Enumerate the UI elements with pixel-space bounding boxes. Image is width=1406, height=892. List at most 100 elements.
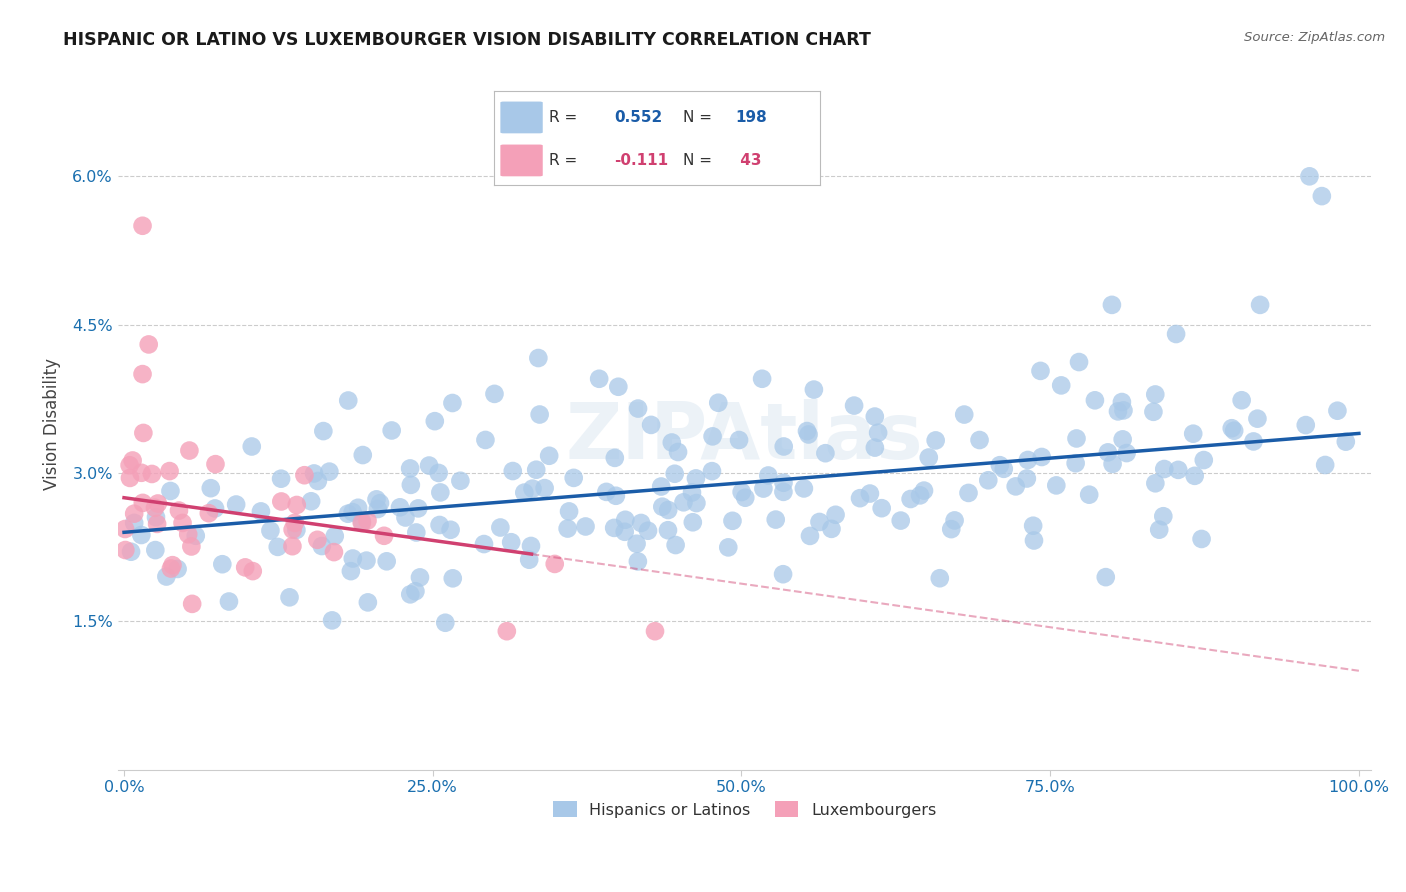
Point (538, 449, 561, 463)
Point (1115, 446, 1137, 460)
Point (352, 448, 374, 462)
Point (267, 540, 290, 554)
Point (603, 450, 626, 465)
Point (1191, 532, 1213, 546)
Point (225, 498, 247, 512)
Point (356, 553, 378, 567)
Point (756, 468, 779, 483)
Point (529, 408, 551, 422)
Point (1101, 457, 1123, 471)
Point (644, 624, 666, 639)
Point (558, 504, 581, 518)
Point (702, 429, 724, 443)
Point (484, 387, 506, 401)
Point (356, 514, 378, 528)
Point (429, 518, 451, 533)
Point (859, 486, 882, 500)
Point (146, 496, 169, 510)
Point (588, 372, 610, 386)
Point (943, 513, 966, 527)
Point (1249, 298, 1271, 312)
Point (605, 489, 627, 503)
Point (890, 514, 912, 528)
Point (388, 500, 411, 515)
Point (1152, 509, 1174, 524)
Point (409, 570, 432, 584)
Point (418, 458, 440, 473)
Point (772, 484, 794, 499)
Point (368, 496, 391, 510)
Point (472, 537, 495, 551)
Point (793, 482, 815, 496)
Text: ZIPAtlas: ZIPAtlas (565, 400, 924, 475)
Point (160, 561, 183, 575)
Point (803, 383, 825, 397)
Point (640, 417, 662, 432)
Point (143, 543, 166, 558)
Point (1017, 453, 1039, 467)
Point (342, 551, 364, 566)
Point (717, 541, 740, 555)
Point (122, 507, 145, 521)
Point (211, 558, 233, 572)
Point (1112, 403, 1135, 417)
Point (870, 501, 893, 516)
Point (166, 562, 188, 576)
Point (772, 567, 794, 582)
Point (824, 508, 846, 522)
Point (399, 461, 422, 475)
Point (988, 458, 1011, 473)
Point (1144, 387, 1167, 401)
Y-axis label: Vision Disability: Vision Disability (44, 358, 60, 490)
Point (307, 474, 329, 488)
Point (1192, 453, 1215, 467)
Point (1094, 570, 1116, 584)
Point (665, 538, 688, 552)
Point (957, 486, 980, 500)
Point (627, 554, 650, 568)
Point (799, 529, 821, 543)
Text: HISPANIC OR LATINO VS LUXEMBOURGER VISION DISABILITY CORRELATION CHART: HISPANIC OR LATINO VS LUXEMBOURGER VISIO… (63, 31, 872, 49)
Legend: Hispanics or Latinos, Luxembourgers: Hispanics or Latinos, Luxembourgers (546, 795, 943, 824)
Point (1144, 476, 1167, 491)
Point (953, 408, 976, 422)
Point (404, 584, 426, 599)
Point (167, 503, 190, 517)
Point (200, 481, 222, 495)
Point (367, 502, 389, 516)
Point (311, 539, 333, 553)
Point (381, 424, 404, 438)
Point (405, 525, 427, 540)
Point (294, 468, 316, 483)
Point (772, 475, 794, 490)
Point (184, 529, 207, 543)
Point (347, 500, 370, 515)
Point (682, 516, 704, 530)
Point (1310, 189, 1333, 203)
Point (1101, 298, 1123, 312)
Point (1164, 326, 1187, 341)
Point (250, 504, 273, 518)
Point (502, 464, 524, 478)
Point (1111, 433, 1133, 447)
Point (650, 479, 672, 493)
Point (373, 529, 395, 543)
Point (307, 533, 329, 547)
Point (1147, 523, 1170, 537)
Point (651, 500, 673, 514)
Point (728, 433, 751, 447)
Point (820, 522, 842, 536)
Point (657, 503, 679, 517)
Point (672, 495, 695, 509)
Point (118, 458, 141, 473)
Point (366, 492, 388, 507)
Point (977, 473, 1000, 487)
Point (808, 515, 831, 529)
Point (131, 528, 153, 542)
Point (630, 516, 652, 530)
Point (524, 463, 547, 477)
Point (863, 409, 886, 424)
Point (681, 485, 703, 500)
Point (336, 507, 359, 521)
Point (162, 558, 184, 573)
